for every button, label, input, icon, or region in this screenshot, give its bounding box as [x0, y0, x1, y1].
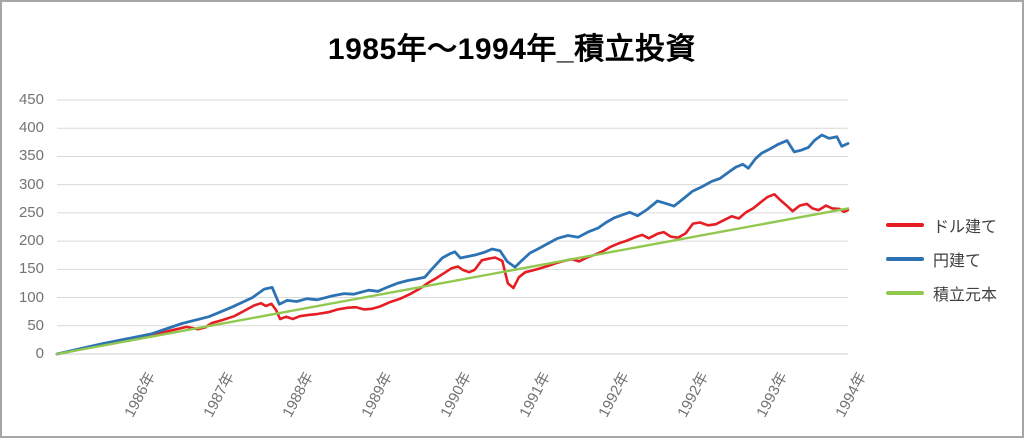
legend-label: 積立元本	[933, 287, 998, 304]
series-line-ドル建て	[55, 193, 850, 356]
y-axis-tick-label: 350	[18, 147, 44, 165]
y-axis-tick-label: 200	[18, 232, 44, 250]
y-axis-tick-label: 250	[18, 203, 44, 221]
legend-item: 積立元本	[886, 276, 997, 310]
legend-label: ドル建て	[933, 219, 998, 236]
y-axis-tick-label: 50	[27, 316, 44, 334]
series-line-円建て	[55, 133, 850, 356]
legend: ドル建て円建て積立元本	[886, 208, 997, 310]
y-axis-tick-label: 100	[18, 288, 44, 306]
series-line-積立元本	[55, 207, 850, 356]
y-axis-tick-label: 400	[18, 119, 44, 137]
y-axis-tick-label: 300	[18, 175, 44, 193]
y-axis-tick-label: 0	[35, 345, 44, 362]
chart-title: 1985年～1994年_積立投資	[327, 33, 697, 66]
legend-item: 円建て	[886, 242, 997, 276]
legend-swatch	[886, 257, 924, 261]
y-axis-tick-label: 450	[18, 91, 44, 108]
legend-swatch	[886, 291, 924, 295]
legend-swatch	[886, 223, 924, 227]
y-axis-tick-label: 150	[18, 260, 44, 278]
legend-item: ドル建て	[886, 208, 997, 242]
legend-label: 円建て	[933, 253, 982, 270]
